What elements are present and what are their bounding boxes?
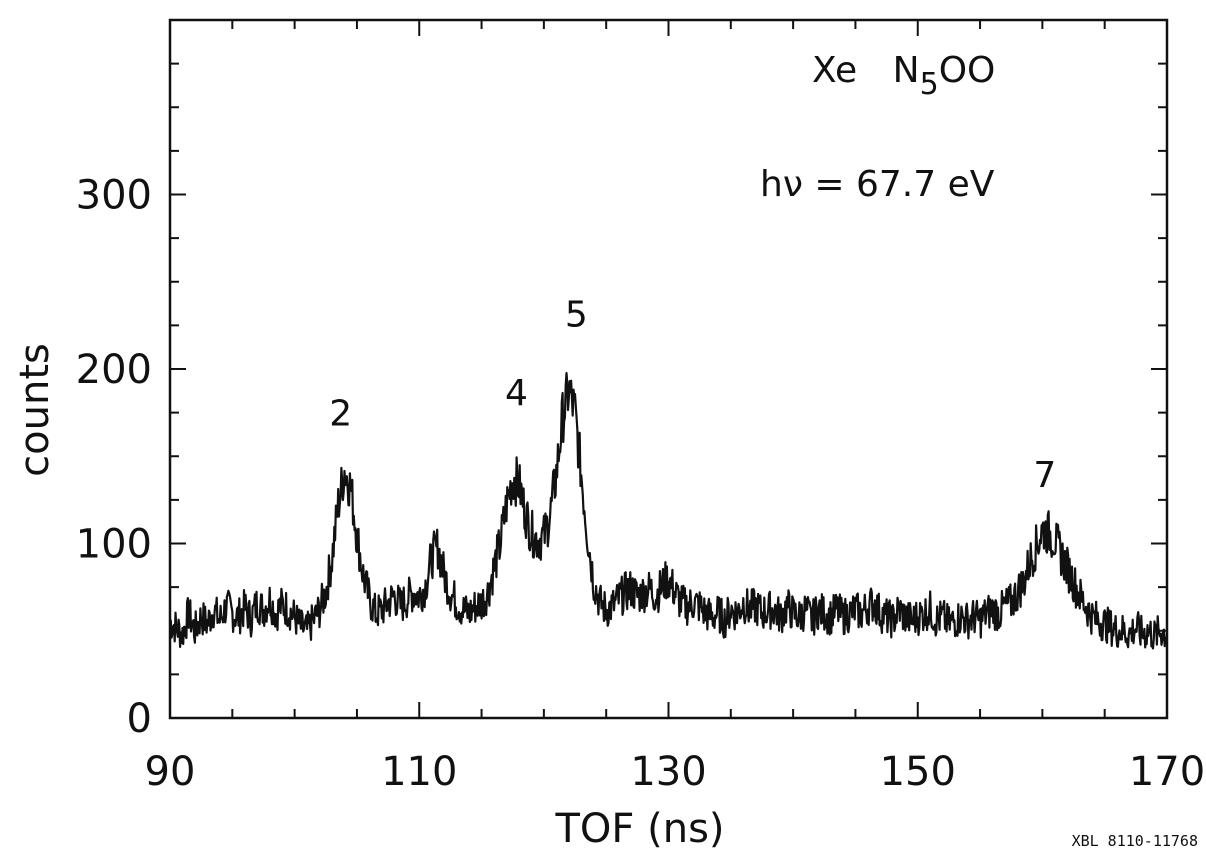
y-tick-label: 0: [127, 696, 152, 742]
spectrum-line: [168, 372, 1169, 650]
annotation-transition: Xe N5OO: [812, 50, 995, 102]
axis-tick-labels: 90 110 130 150 170 0 100 200 300: [76, 173, 1206, 796]
peak-label-5: 5: [565, 294, 588, 335]
credit-label: XBL 8110-11768: [1072, 832, 1198, 850]
peak-label-2: 2: [329, 394, 352, 435]
x-axis-title: TOF (ns): [554, 806, 724, 852]
annotation-transition-main: N: [893, 50, 920, 91]
annotation-element: Xe: [812, 50, 857, 91]
x-tick-label: 90: [145, 749, 196, 795]
y-tick-label: 300: [76, 173, 152, 219]
y-axis-title: counts: [12, 343, 58, 477]
x-tick-label: 150: [880, 749, 956, 795]
annotation-energy: hν = 67.7 eV: [760, 164, 995, 205]
axis-ticks: [169, 19, 1168, 719]
y-tick-label: 100: [76, 522, 152, 568]
peak-label-7: 7: [1033, 455, 1056, 496]
peak-label-4: 4: [505, 373, 528, 414]
y-tick-label: 200: [76, 347, 152, 393]
annotation-transition-sub: 5: [920, 67, 939, 102]
peak-labels: 2 45 7: [329, 294, 1056, 496]
annotation-transition-tail: OO: [939, 50, 996, 91]
x-tick-label: 170: [1129, 749, 1205, 795]
x-tick-label: 110: [381, 749, 457, 795]
x-tick-label: 130: [630, 749, 706, 795]
